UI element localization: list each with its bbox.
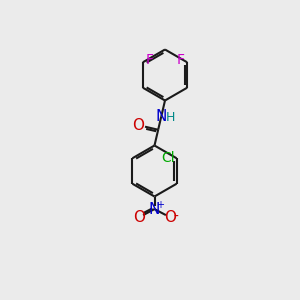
Text: N: N [149, 202, 160, 217]
Text: N: N [155, 109, 166, 124]
Text: O: O [133, 118, 145, 133]
Text: Cl: Cl [161, 151, 175, 165]
Text: F: F [146, 53, 154, 67]
Text: -: - [174, 210, 178, 224]
Text: +: + [156, 200, 164, 211]
Text: O: O [164, 210, 176, 225]
Text: O: O [133, 210, 145, 225]
Text: H: H [166, 111, 175, 124]
Text: F: F [176, 53, 184, 67]
